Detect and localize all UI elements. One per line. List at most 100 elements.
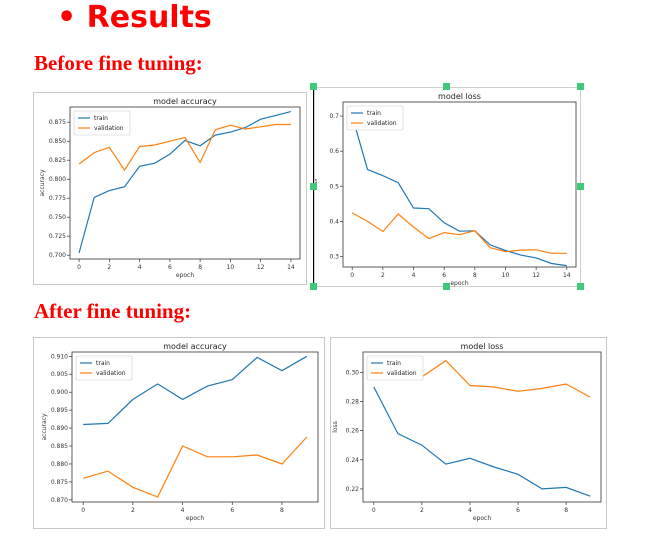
section-after-title: After fine tuning: — [34, 299, 192, 323]
series-line-train — [83, 355, 308, 426]
y-tick-label: 0.910 — [51, 353, 68, 360]
y-tick-label: 0.800 — [49, 176, 66, 183]
y-tick-label: 0.750 — [49, 214, 66, 221]
y-tick-label: 0.895 — [51, 407, 68, 414]
y-tick-label: 0.900 — [51, 389, 68, 396]
y-tick-label: 0.3 — [329, 253, 339, 260]
x-axis-label: epoch — [186, 515, 204, 522]
series-line-validation — [351, 212, 567, 254]
y-axis-label: accuracy — [39, 169, 46, 197]
chart-title: model loss — [461, 342, 504, 351]
legend-box — [75, 355, 133, 381]
chart-after-loss-svg: model loss 0 2 4 6 8 0.22 0.24 0.26 0.28 0.30 epoch… — [332, 342, 602, 522]
x-axis-label: epoch — [473, 515, 491, 522]
x-tick-label: 14 — [563, 272, 571, 279]
x-tick-label: 4 — [181, 507, 185, 514]
legend-box — [73, 110, 131, 136]
x-tick-label: 8 — [280, 507, 284, 514]
y-tick-label: 0.24 — [346, 457, 360, 464]
slide-title: • Results — [57, 0, 212, 35]
y-tick-label: 0.885 — [51, 443, 68, 450]
y-tick-label: 0.30 — [346, 369, 360, 376]
y-tick-label: 0.6 — [329, 148, 339, 155]
x-tick-label: 12 — [532, 272, 540, 279]
resize-handle-top[interactable] — [443, 83, 450, 90]
x-tick-label: 2 — [107, 264, 111, 271]
x-tick-label: 6 — [168, 264, 172, 271]
legend-label: validation — [387, 370, 417, 377]
legend-label: train — [387, 360, 401, 367]
x-tick-label: 4 — [138, 264, 142, 271]
section-before-title: Before fine tuning: — [34, 51, 203, 75]
x-axis-label: epoch — [450, 280, 468, 287]
y-tick-label: 0.875 — [49, 119, 66, 126]
x-tick-label: 8 — [473, 272, 477, 279]
y-axis-label: loss — [332, 421, 339, 433]
y-tick-label: 0.775 — [49, 195, 66, 202]
legend-label: validation — [94, 125, 124, 132]
series-line-train — [351, 115, 567, 267]
chart-after-loss[interactable]: model loss 0 2 4 6 8 0.22 0.24 0.26 0.28 0.30 epoch… — [330, 337, 607, 529]
x-tick-label: 6 — [442, 272, 446, 279]
chart-title: model accuracy — [163, 342, 227, 351]
series-line-train — [373, 386, 591, 497]
slide-title-text: Results — [86, 0, 212, 35]
x-tick-label: 4 — [412, 272, 416, 279]
x-tick-label: 6 — [516, 507, 520, 514]
legend-label: validation — [367, 120, 397, 127]
resize-handle-bottom-right[interactable] — [577, 283, 584, 290]
series-line-validation — [83, 436, 308, 498]
bullet-icon: • — [57, 0, 77, 35]
y-tick-label: 0.26 — [346, 428, 360, 435]
x-tick-label: 2 — [131, 507, 135, 514]
legend-label: validation — [96, 370, 126, 377]
resize-handle-bottom[interactable] — [443, 283, 450, 290]
y-tick-label: 0.725 — [49, 233, 66, 240]
chart-title: model loss — [438, 92, 481, 101]
chart-before-loss-svg: model loss 0 2 4 6 8 10 12 14 0.3 0.4 0.5 0.6 0.7 epoc… — [315, 92, 577, 287]
legend-label: train — [94, 115, 108, 122]
y-tick-label: 0.28 — [346, 399, 360, 406]
legend-label: train — [96, 360, 110, 367]
x-tick-label: 10 — [502, 272, 510, 279]
x-axis-label: epoch — [176, 272, 194, 279]
y-tick-label: 0.825 — [49, 157, 66, 164]
resize-handle-top-left[interactable] — [310, 83, 317, 90]
x-tick-label: 6 — [230, 507, 234, 514]
x-tick-label: 4 — [468, 507, 472, 514]
x-tick-label: 2 — [420, 507, 424, 514]
y-tick-label: 0.905 — [51, 371, 68, 378]
x-tick-label: 2 — [381, 272, 385, 279]
x-tick-label: 12 — [257, 264, 265, 271]
resize-handle-left[interactable] — [310, 183, 317, 190]
x-tick-label: 10 — [227, 264, 235, 271]
chart-after-accuracy-svg: model accuracy 0 2 4 6 8 0.870 0.875 0.880 0.885 0… — [41, 342, 319, 522]
resize-handle-top-right[interactable] — [577, 83, 584, 90]
y-tick-label: 0.880 — [51, 461, 68, 468]
y-tick-label: 0.700 — [49, 252, 66, 259]
chart-before-loss[interactable]: model loss 0 2 4 6 8 10 12 14 0.3 0.4 0.5 0.6 0.7 epoc… — [314, 87, 581, 287]
y-tick-label: 0.7 — [329, 113, 339, 120]
legend-box — [366, 355, 424, 381]
series-line-validation — [78, 123, 291, 172]
y-tick-label: 0.22 — [346, 486, 360, 493]
y-tick-label: 0.875 — [51, 479, 68, 486]
y-axis-label: accuracy — [41, 413, 48, 441]
chart-before-accuracy[interactable]: model accuracy 0 2 4 6 8 10 12 14 0.700 0.725 0.750… — [33, 92, 307, 285]
legend-label: train — [367, 110, 381, 117]
plot-frame — [342, 101, 577, 268]
x-tick-label: 0 — [350, 272, 354, 279]
y-tick-label: 0.870 — [51, 497, 68, 504]
legend-box — [346, 105, 404, 131]
resize-handle-right[interactable] — [577, 183, 584, 190]
resize-handle-bottom-left[interactable] — [310, 283, 317, 290]
y-axis-label: loss — [315, 179, 319, 191]
x-tick-label: 8 — [198, 264, 202, 271]
y-tick-label: 0.4 — [329, 218, 339, 225]
x-tick-label: 14 — [287, 264, 295, 271]
x-tick-label: 8 — [564, 507, 568, 514]
chart-after-accuracy[interactable]: model accuracy 0 2 4 6 8 0.870 0.875 0.880 0.885 0… — [33, 337, 325, 529]
plot-frame — [362, 351, 602, 503]
plot-frame — [71, 351, 319, 503]
y-tick-label: 0.850 — [49, 138, 66, 145]
